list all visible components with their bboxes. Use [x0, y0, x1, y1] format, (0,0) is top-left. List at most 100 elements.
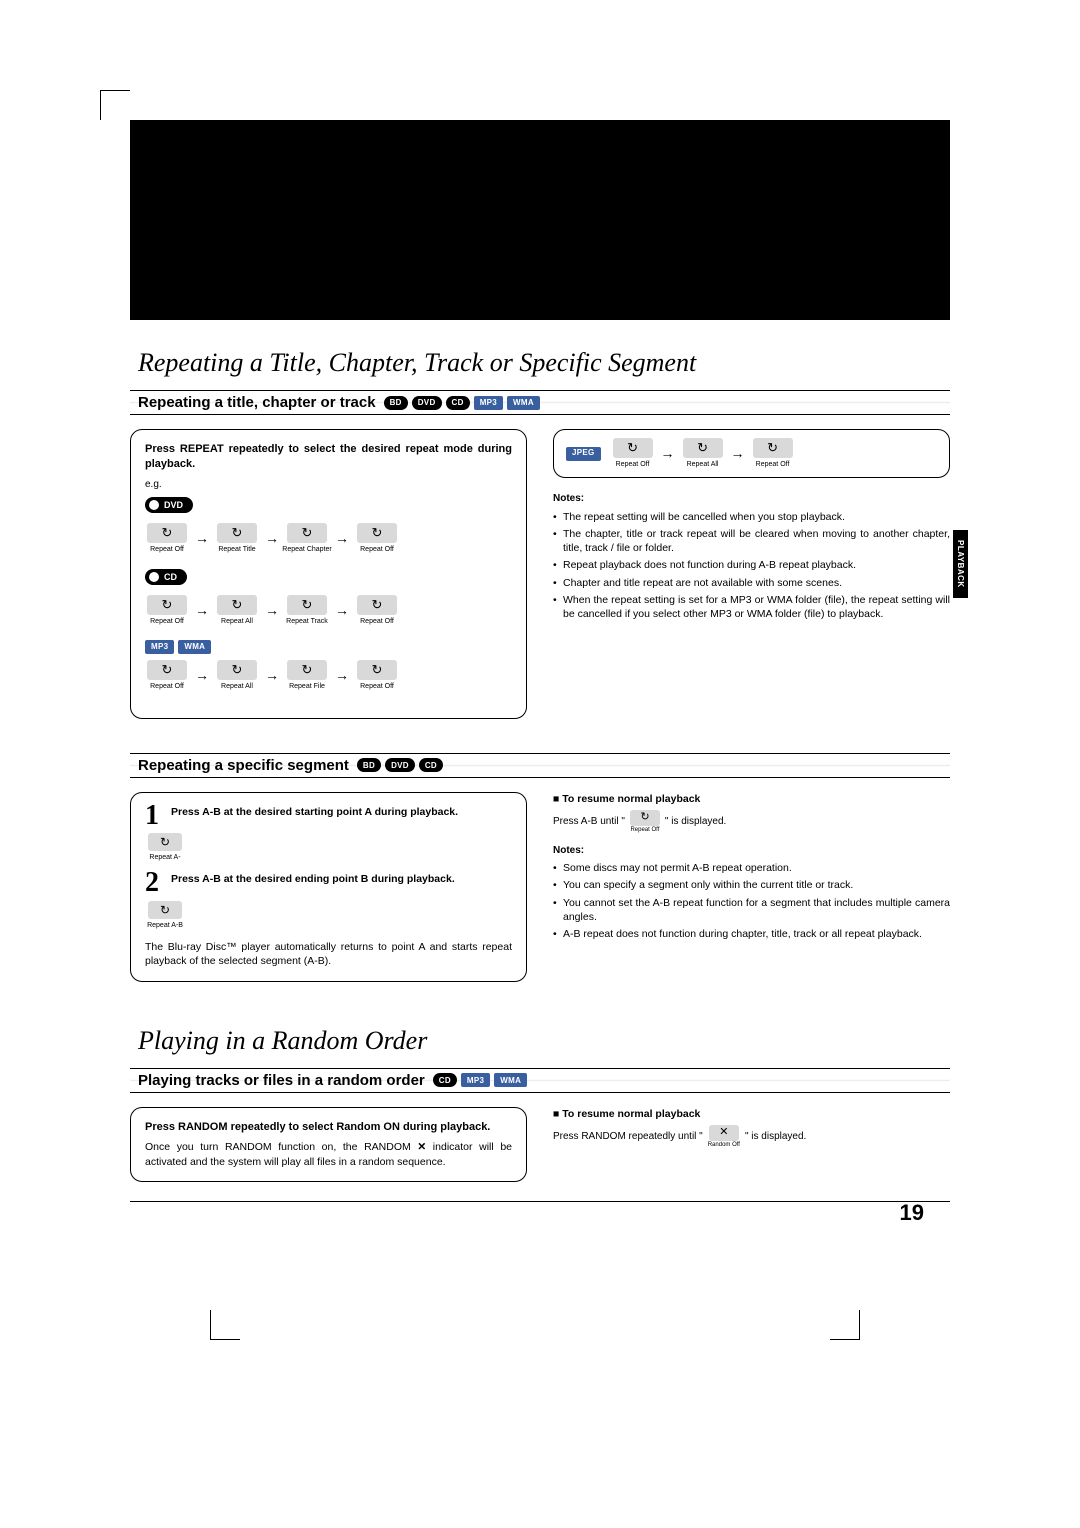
- notes-heading: Notes:: [553, 492, 950, 506]
- note-item: A-B repeat does not function during chap…: [553, 927, 950, 941]
- arrow-icon: →: [265, 529, 279, 548]
- note-item: Repeat playback does not function during…: [553, 558, 950, 572]
- resume-line: Press A-B until " ↻Repeat Off " is displ…: [553, 810, 950, 834]
- arrow-icon: →: [265, 601, 279, 620]
- arrow-icon: →: [335, 529, 349, 548]
- format-badges: BD DVD CD MP3 WMA: [384, 396, 540, 410]
- notes-heading: Notes:: [553, 844, 950, 858]
- note-item: The chapter, title or track repeat will …: [553, 527, 950, 555]
- badge-wma: WMA: [507, 396, 540, 410]
- format-badges: CD MP3 WMA: [433, 1073, 527, 1087]
- badge-cd: CD: [419, 758, 443, 772]
- repeat-track-icon: ↻Repeat Track: [285, 595, 329, 626]
- disc-label-dvd: DVD: [145, 497, 193, 513]
- crop-mark: [830, 1310, 860, 1340]
- page-number: 19: [900, 1200, 924, 1226]
- repeat-off-inline-icon: ↻Repeat Off: [630, 810, 660, 834]
- note-item: You cannot set the A-B repeat function f…: [553, 896, 950, 924]
- resume-prefix: Press A-B until ": [553, 815, 625, 829]
- left-column: Press RANDOM repeatedly to select Random…: [130, 1107, 527, 1196]
- page-content: PLAYBACK Repeating a Title, Chapter, Tra…: [130, 120, 950, 1196]
- subheader-repeat-segment: Repeating a specific segment BD DVD CD: [130, 753, 950, 778]
- arrow-icon: →: [335, 666, 349, 685]
- crop-mark: [100, 90, 130, 120]
- repeat-off-icon: ↻Repeat Off: [145, 523, 189, 554]
- random-off-inline-icon: ✕Random Off: [708, 1125, 740, 1149]
- repeat-off-icon: ↻Repeat Off: [355, 595, 399, 626]
- resume-heading: To resume normal playback: [553, 1107, 950, 1121]
- repeat-file-icon: ↻Repeat File: [285, 660, 329, 691]
- repeat-chapter-icon: ↻Repeat Chapter: [285, 523, 329, 554]
- badge-bd: BD: [357, 758, 381, 772]
- right-column: To resume normal playback Press RANDOM r…: [553, 1107, 950, 1196]
- repeat-off-icon: ↻Repeat Off: [145, 660, 189, 691]
- notes-list: The repeat setting will be cancelled whe…: [553, 510, 950, 621]
- repeat-instruction-box: Press REPEAT repeatedly to select the de…: [130, 429, 527, 719]
- note-item: Chapter and title repeat are not availab…: [553, 576, 950, 590]
- step-text: Press A-B at the desired ending point B …: [171, 872, 512, 886]
- instruction-text: Press RANDOM repeatedly to select Random…: [145, 1120, 512, 1135]
- step-1: 1 Press A-B at the desired starting poin…: [145, 805, 512, 827]
- step-2: 2 Press A-B at the desired ending point …: [145, 872, 512, 894]
- resume-heading: To resume normal playback: [553, 792, 950, 806]
- repeat-all-icon: ↻Repeat All: [215, 660, 259, 691]
- note-item: You can specify a segment only within th…: [553, 878, 950, 892]
- subheader-repeat-title: Repeating a title, chapter or track BD D…: [130, 390, 950, 415]
- arrow-icon: →: [731, 444, 745, 463]
- repeat-all-icon: ↻Repeat All: [215, 595, 259, 626]
- left-column: Press REPEAT repeatedly to select the de…: [130, 429, 527, 733]
- crop-mark: [210, 1310, 240, 1340]
- random-columns: Press RANDOM repeatedly to select Random…: [130, 1107, 950, 1196]
- section-title-repeat: Repeating a Title, Chapter, Track or Spe…: [138, 348, 950, 378]
- arrow-icon: →: [661, 444, 675, 463]
- repeat-off-icon: ↻Repeat Off: [751, 438, 795, 469]
- arrow-icon: →: [195, 666, 209, 685]
- format-badges: BD DVD CD: [357, 758, 443, 772]
- repeat-a-icon: ↻Repeat A-: [145, 833, 185, 862]
- random-instruction-box: Press RANDOM repeatedly to select Random…: [130, 1107, 527, 1182]
- jpeg-box: JPEG ↻Repeat Off → ↻Repeat All → ↻Repeat…: [553, 429, 950, 478]
- resume-suffix: " is displayed.: [665, 815, 726, 829]
- disc-label-cd: CD: [145, 569, 187, 585]
- repeat-columns: Press REPEAT repeatedly to select the de…: [130, 429, 950, 733]
- segment-columns: 1 Press A-B at the desired starting poin…: [130, 792, 950, 996]
- arrow-icon: →: [265, 666, 279, 685]
- random-body: Once you turn RANDOM function on, the RA…: [145, 1140, 512, 1168]
- arrow-icon: →: [335, 601, 349, 620]
- repeat-off-icon: ↻Repeat Off: [355, 523, 399, 554]
- repeat-off-icon: ↻Repeat Off: [355, 660, 399, 691]
- shuffle-icon: ✕: [417, 1141, 426, 1153]
- badge-mp3: MP3: [145, 640, 174, 654]
- repeat-row-mp3wma: ↻Repeat Off → ↻Repeat All → ↻Repeat File…: [145, 660, 512, 691]
- arrow-icon: →: [195, 529, 209, 548]
- repeat-row-jpeg: ↻Repeat Off → ↻Repeat All → ↻Repeat Off: [611, 438, 795, 469]
- resume-prefix: Press RANDOM repeatedly until ": [553, 1130, 703, 1144]
- repeat-off-icon: ↻Repeat Off: [611, 438, 655, 469]
- badge-mp3: MP3: [474, 396, 503, 410]
- badge-cd: CD: [433, 1073, 457, 1087]
- body-prefix: Once you turn RANDOM function on, the RA…: [145, 1141, 417, 1153]
- repeat-ab-icon: ↻Repeat A-B: [145, 901, 185, 930]
- badge-mp3: MP3: [461, 1073, 490, 1087]
- step-number: 1: [145, 805, 165, 827]
- badge-bd: BD: [384, 396, 408, 410]
- badge-dvd: DVD: [412, 396, 442, 410]
- repeat-off-icon: ↻Repeat Off: [145, 595, 189, 626]
- left-column: 1 Press A-B at the desired starting poin…: [130, 792, 527, 996]
- badge-cd: CD: [446, 396, 470, 410]
- arrow-icon: →: [195, 601, 209, 620]
- section-title-random: Playing in a Random Order: [138, 1026, 950, 1056]
- note-item: When the repeat setting is set for a MP3…: [553, 593, 950, 621]
- repeat-row-dvd: ↻Repeat Off → ↻Repeat Title → ↻Repeat Ch…: [145, 523, 512, 554]
- badge-wma: WMA: [178, 640, 211, 654]
- resume-suffix: " is displayed.: [745, 1130, 806, 1144]
- note-item: Some discs may not permit A-B repeat ope…: [553, 861, 950, 875]
- page-footer-line: [130, 1201, 950, 1202]
- badge-jpeg: JPEG: [566, 447, 601, 461]
- segment-steps-box: 1 Press A-B at the desired starting poin…: [130, 792, 527, 982]
- right-column: To resume normal playback Press A-B unti…: [553, 792, 950, 996]
- step-number: 2: [145, 872, 165, 894]
- side-tab-playback: PLAYBACK: [953, 530, 968, 598]
- subheader-label: Repeating a title, chapter or track: [130, 394, 384, 411]
- subheader-label: Playing tracks or files in a random orde…: [130, 1072, 433, 1089]
